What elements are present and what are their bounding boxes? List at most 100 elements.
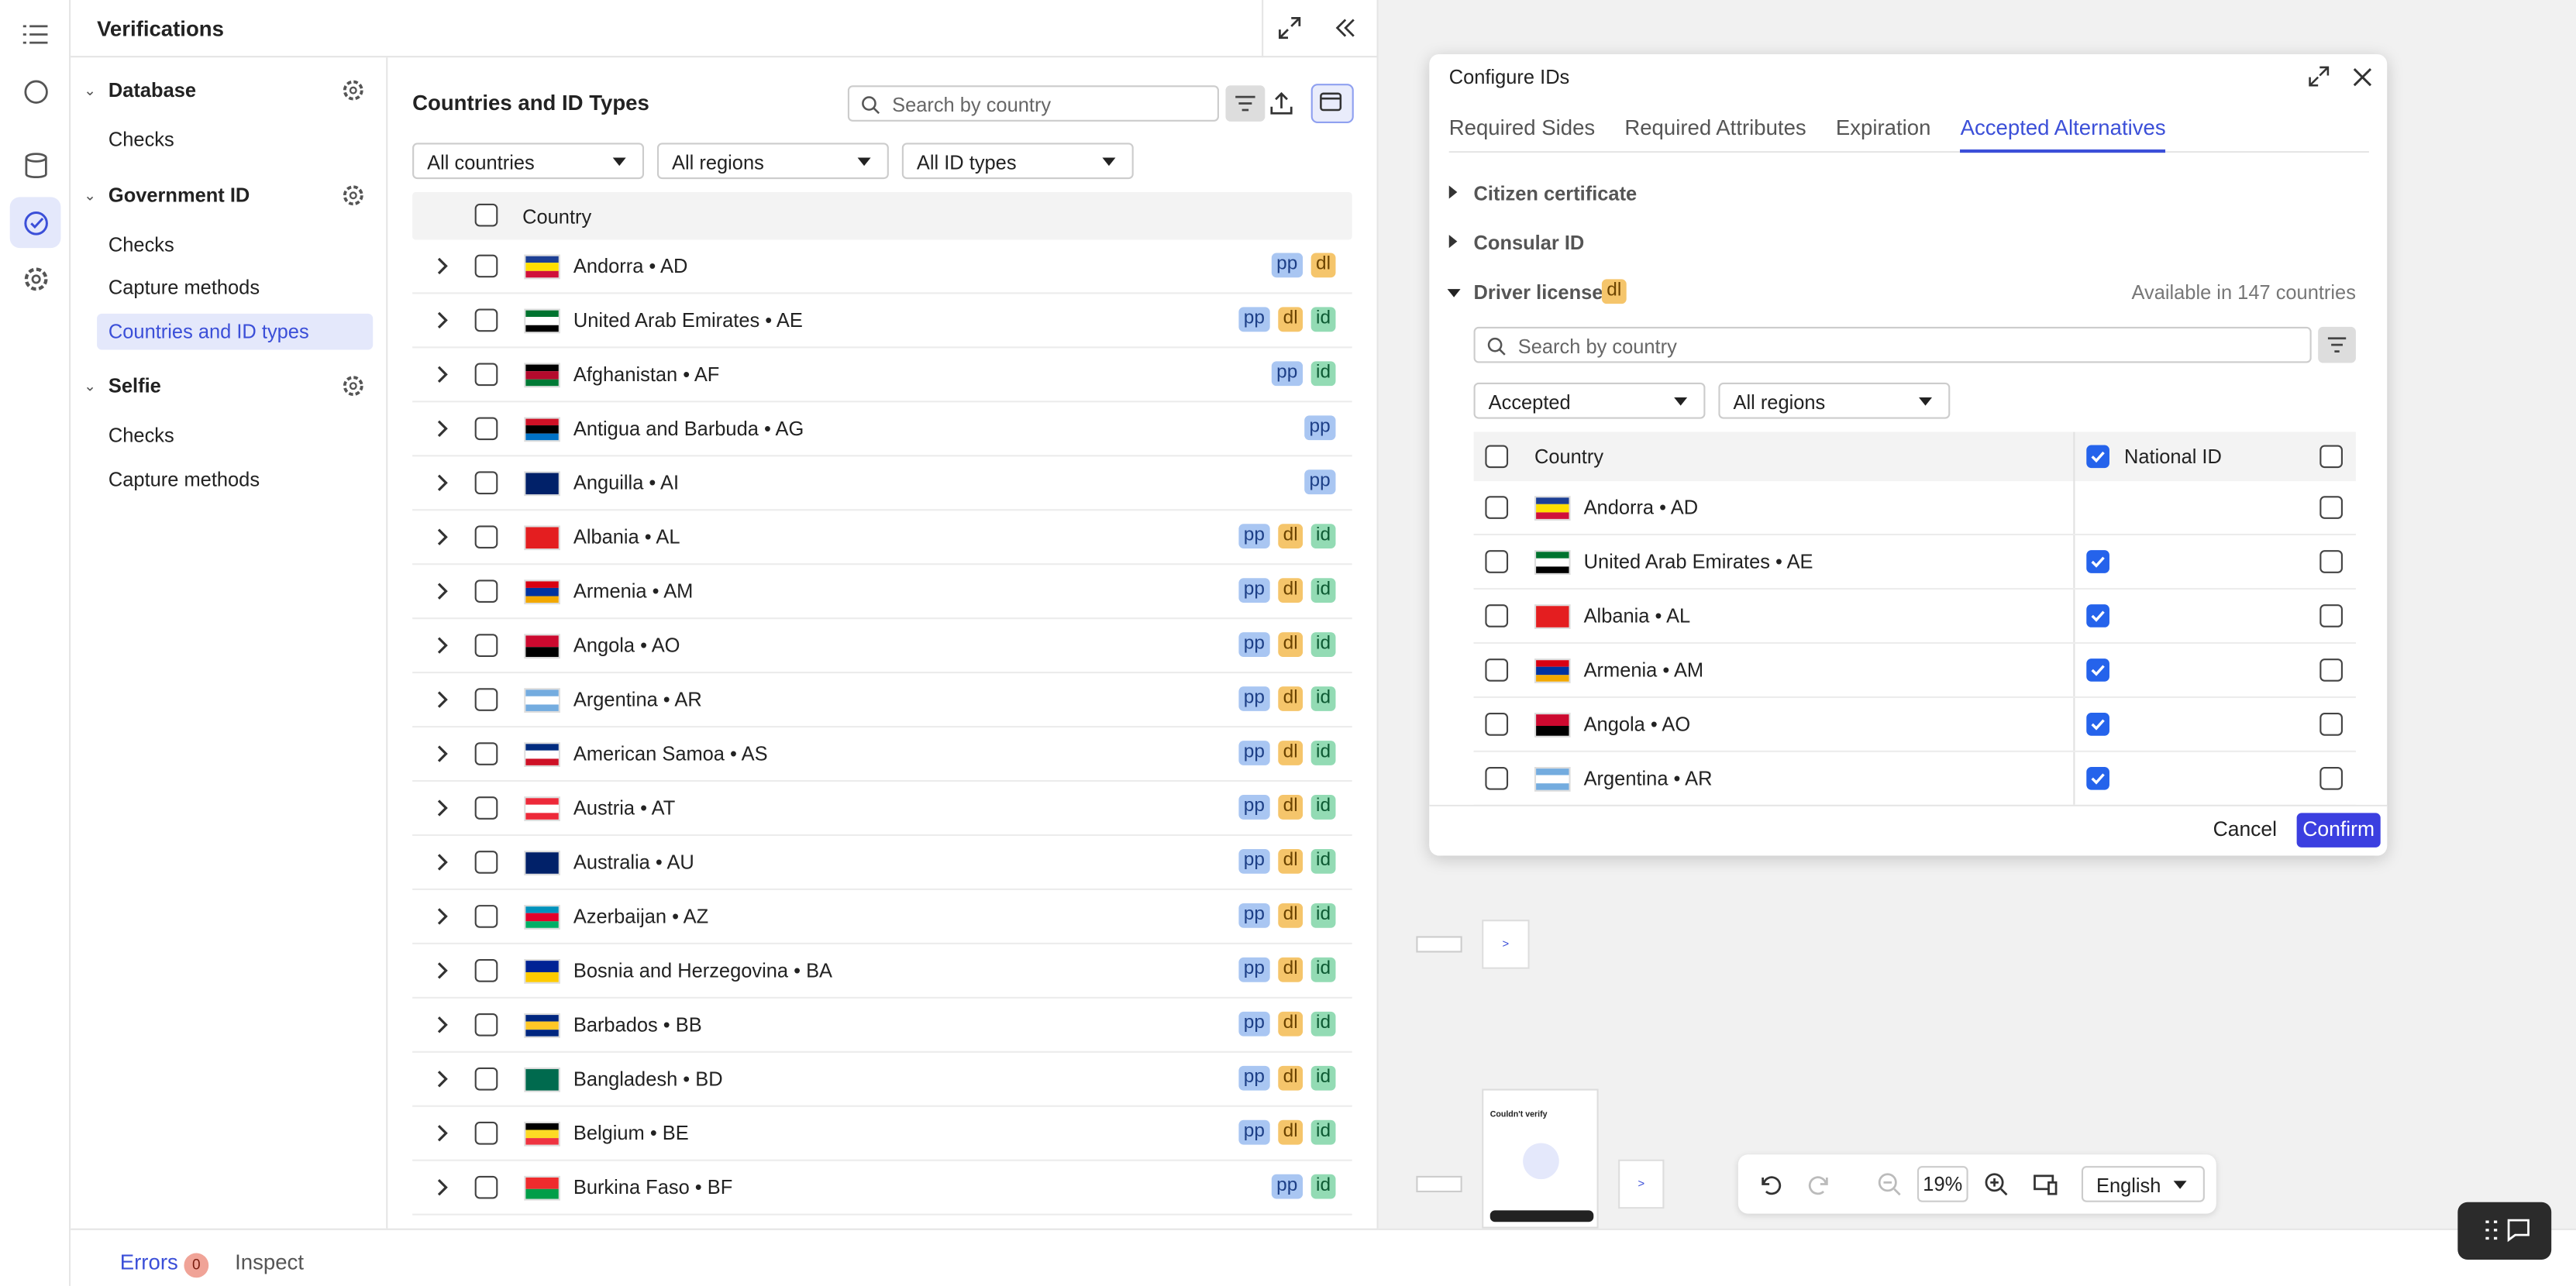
checkbox-checked[interactable]: [2086, 604, 2109, 628]
checkbox[interactable]: [1485, 496, 1509, 519]
nav-item[interactable]: Capture methods: [108, 276, 260, 299]
dropdown[interactable]: All regions: [1718, 382, 1951, 419]
checkbox[interactable]: [474, 905, 498, 928]
view-toggle[interactable]: [1310, 84, 1354, 123]
cancel-button[interactable]: Cancel: [2213, 817, 2278, 841]
expand-chevron[interactable]: [434, 1015, 450, 1040]
checkbox[interactable]: [474, 471, 498, 495]
checkbox[interactable]: [474, 203, 498, 227]
checkbox[interactable]: [474, 1013, 498, 1037]
checkbox[interactable]: [2319, 604, 2343, 628]
expand-chevron[interactable]: [434, 1069, 450, 1094]
checkbox[interactable]: [474, 796, 498, 820]
zoom-in-icon[interactable]: [1983, 1171, 2009, 1202]
checkbox[interactable]: [474, 1121, 498, 1145]
redo-icon[interactable]: [1807, 1171, 1834, 1202]
checkbox[interactable]: [1485, 713, 1509, 736]
checkbox[interactable]: [474, 579, 498, 603]
expand-chevron[interactable]: [434, 961, 450, 985]
section-title[interactable]: Government ID: [108, 183, 250, 207]
checkbox[interactable]: [474, 851, 498, 874]
checkbox[interactable]: [474, 417, 498, 441]
expand-chevron[interactable]: [434, 906, 450, 931]
checkbox[interactable]: [1485, 445, 1509, 469]
checkbox[interactable]: [474, 742, 498, 765]
confirm-button[interactable]: Confirm: [2296, 813, 2381, 848]
checkbox[interactable]: [2319, 766, 2343, 790]
dropdown[interactable]: All ID types: [901, 143, 1134, 180]
checkbox[interactable]: [1485, 766, 1509, 790]
menu-icon[interactable]: [22, 23, 48, 46]
expand-chevron[interactable]: [434, 798, 450, 823]
nav-item[interactable]: Capture methods: [108, 467, 260, 490]
expand-chevron[interactable]: [434, 744, 450, 769]
expand-chevron[interactable]: [434, 581, 450, 606]
section-title[interactable]: Citizen certificate: [1473, 182, 1638, 205]
section-title[interactable]: Selfie: [108, 374, 161, 398]
tab[interactable]: Required Sides: [1448, 115, 1596, 140]
nav-item[interactable]: Checks: [108, 128, 174, 152]
expand-chevron[interactable]: [434, 473, 450, 498]
checkbox[interactable]: [1485, 604, 1509, 628]
undo-icon[interactable]: [1756, 1171, 1782, 1202]
nav-item[interactable]: Countries and ID types: [108, 319, 309, 342]
verify-icon[interactable]: [23, 210, 50, 236]
checkbox[interactable]: [2319, 496, 2343, 519]
active-rail-item[interactable]: [9, 197, 61, 249]
checkbox[interactable]: [1485, 550, 1509, 573]
checkbox[interactable]: [474, 688, 498, 711]
filter-button[interactable]: [2318, 326, 2356, 363]
expand-chevron[interactable]: [434, 311, 450, 335]
footer-tab[interactable]: Inspect: [235, 1250, 305, 1275]
nav-item[interactable]: Checks: [108, 232, 174, 256]
checkbox[interactable]: [2319, 445, 2343, 469]
expand-chevron[interactable]: [434, 419, 450, 444]
dropdown[interactable]: Accepted: [1473, 382, 1706, 419]
nav-item[interactable]: Checks: [108, 423, 174, 447]
modal-close[interactable]: [2353, 67, 2372, 92]
dropdown[interactable]: All countries: [412, 143, 645, 180]
palette-icon[interactable]: [23, 79, 50, 105]
section-settings[interactable]: [342, 79, 365, 107]
expand-chevron[interactable]: [434, 1123, 450, 1148]
section-settings[interactable]: [342, 183, 365, 211]
checkbox[interactable]: [2319, 550, 2343, 573]
filter-button[interactable]: [1225, 85, 1266, 122]
section-title[interactable]: Driver license: [1473, 280, 1603, 304]
tab[interactable]: Required Attributes: [1624, 115, 1806, 140]
expand-chevron[interactable]: [434, 635, 450, 660]
expand-chevron[interactable]: [434, 256, 450, 281]
collapse-icon[interactable]: [1335, 18, 1355, 37]
checkbox[interactable]: [474, 254, 498, 278]
chat-button[interactable]: [2457, 1202, 2552, 1260]
checkbox[interactable]: [474, 1175, 498, 1199]
checkbox-checked[interactable]: [2086, 766, 2109, 790]
dropdown[interactable]: All regions: [656, 143, 889, 180]
checkbox[interactable]: [2319, 713, 2343, 736]
export-button[interactable]: [1269, 91, 1295, 122]
expand-chevron[interactable]: [434, 689, 450, 714]
checkbox-checked[interactable]: [2086, 713, 2109, 736]
device-icon[interactable]: [2032, 1171, 2058, 1202]
search-input[interactable]: Search by country: [1473, 326, 2312, 363]
checkbox[interactable]: [474, 1067, 498, 1091]
expand-chevron[interactable]: [434, 852, 450, 877]
checkbox-checked[interactable]: [2086, 550, 2109, 573]
tab[interactable]: Expiration: [1835, 115, 1931, 140]
footer-tab-active[interactable]: Errors: [119, 1250, 178, 1275]
expand-chevron[interactable]: [434, 1178, 450, 1202]
checkbox[interactable]: [474, 363, 498, 387]
checkbox-checked[interactable]: [2086, 658, 2109, 682]
expand-chevron[interactable]: [434, 527, 450, 552]
checkbox-checked[interactable]: [2086, 445, 2109, 469]
checkbox[interactable]: [474, 525, 498, 549]
checkbox[interactable]: [2319, 658, 2343, 682]
zoom-out-icon[interactable]: [1876, 1171, 1903, 1202]
expand-chevron[interactable]: [434, 365, 450, 390]
section-title[interactable]: Consular ID: [1473, 231, 1585, 255]
section-title[interactable]: Database: [108, 78, 197, 102]
checkbox[interactable]: [1485, 658, 1509, 682]
expand-icon[interactable]: [1278, 16, 1301, 40]
section-settings[interactable]: [342, 374, 365, 402]
tab-active[interactable]: Accepted Alternatives: [1960, 115, 2166, 140]
